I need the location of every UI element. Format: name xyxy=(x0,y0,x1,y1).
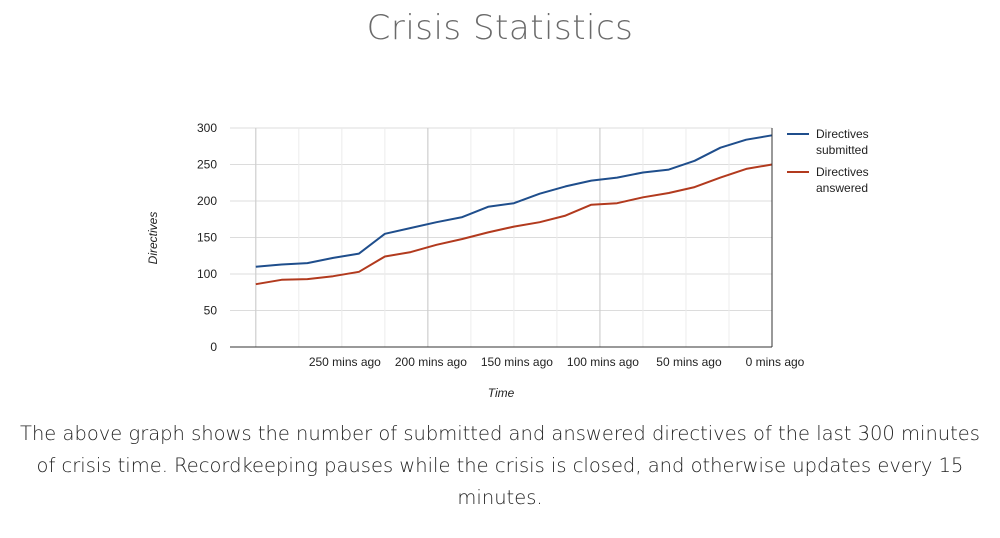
y-tick-labels: 0 50 100 150 200 250 300 xyxy=(197,121,217,354)
legend: Directives submitted Directives answered xyxy=(787,127,869,195)
x-tick-label: 150 mins ago xyxy=(481,355,553,369)
series-lines xyxy=(255,134,773,286)
y-tick-label: 150 xyxy=(197,231,217,245)
x-tick-label: 100 mins ago xyxy=(567,355,639,369)
series-line xyxy=(255,163,773,286)
x-tick-label: 0 mins ago xyxy=(746,355,805,369)
page-title: Crisis Statistics xyxy=(366,8,634,48)
crisis-line-chart: 0 50 100 150 200 250 300 250 mins ago 200 mins … xyxy=(146,121,869,400)
legend-label: submitted xyxy=(816,143,868,157)
x-tick-label: 200 mins ago xyxy=(395,355,467,369)
y-axis-label: Directives xyxy=(146,212,160,265)
axes xyxy=(230,128,773,348)
x-axis-label: Time xyxy=(488,386,515,400)
x-tick-label: 250 mins ago xyxy=(309,355,381,369)
y-tick-label: 250 xyxy=(197,158,217,172)
y-tick-label: 50 xyxy=(204,304,218,318)
x-tick-label: 50 mins ago xyxy=(656,355,722,369)
y-tick-label: 300 xyxy=(197,121,217,135)
x-tick-labels: 250 mins ago 200 mins ago 150 mins ago 100 … xyxy=(309,355,805,369)
y-tick-label: 0 xyxy=(210,340,217,354)
legend-label: answered xyxy=(816,181,868,195)
legend-label: Directives xyxy=(816,165,869,179)
chart-description: The above graph shows the number of subm… xyxy=(20,422,980,509)
y-tick-label: 100 xyxy=(197,267,217,281)
series-line xyxy=(255,134,773,268)
legend-label: Directives xyxy=(816,127,869,141)
y-tick-label: 200 xyxy=(197,194,217,208)
